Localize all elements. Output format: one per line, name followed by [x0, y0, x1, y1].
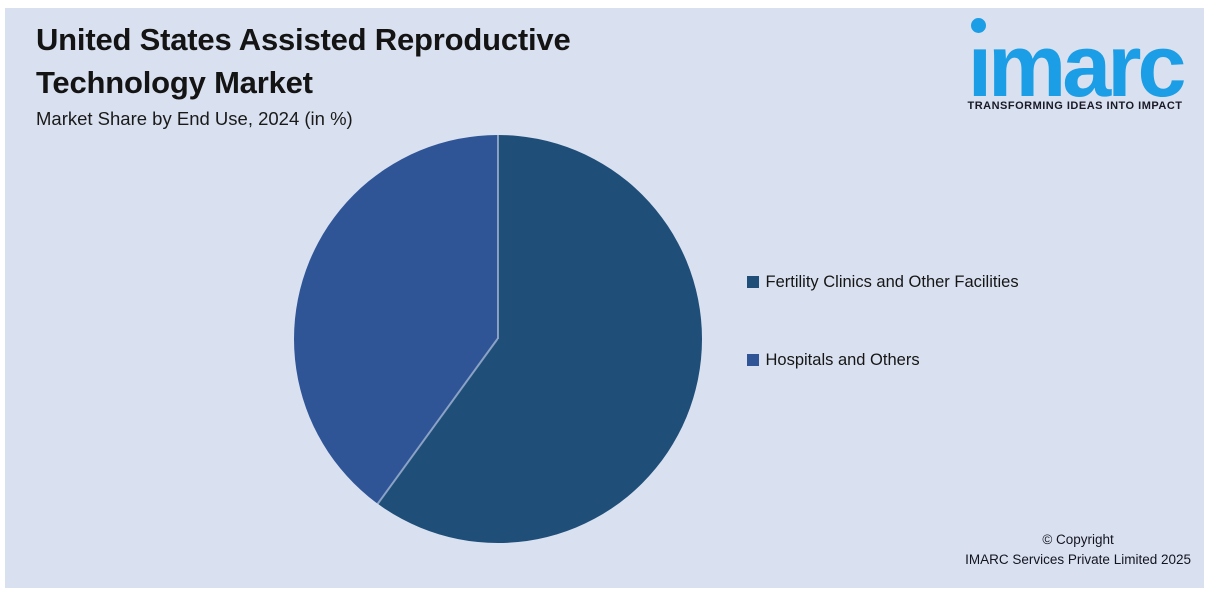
legend-swatch-hospitals	[747, 354, 759, 366]
chart-legend: Fertility Clinics and Other Facilities H…	[747, 272, 1019, 428]
legend-label: Fertility Clinics and Other Facilities	[765, 273, 1019, 291]
imarc-logo: ımarc TRANSFORMING IDEAS INTO IMPACT	[957, 0, 1193, 120]
imarc-tagline: TRANSFORMING IDEAS INTO IMPACT	[967, 100, 1183, 112]
pie-slice-separator-top	[497, 135, 499, 339]
pie-slice-separator-diagonal	[377, 338, 499, 505]
legend-item-fertility-clinics: Fertility Clinics and Other Facilities	[747, 272, 1019, 294]
imarc-wordmark: ımarc	[967, 16, 1187, 115]
page-subtitle: Market Share by End Use, 2024 (in %)	[36, 108, 353, 129]
copyright-line2: IMARC Services Private Limited 2025	[965, 552, 1191, 567]
legend-item-hospitals: Hospitals and Others	[747, 350, 1019, 372]
copyright-notice: © Copyright IMARC Services Private Limit…	[965, 530, 1191, 570]
pie-chart	[294, 135, 702, 543]
legend-label: Hospitals and Others	[765, 351, 920, 369]
legend-swatch-fertility-clinics	[747, 276, 759, 288]
logo-dot-icon	[971, 18, 986, 33]
copyright-line1: © Copyright	[1042, 532, 1114, 547]
page-title: United States Assisted Reproductive Tech…	[36, 22, 571, 100]
